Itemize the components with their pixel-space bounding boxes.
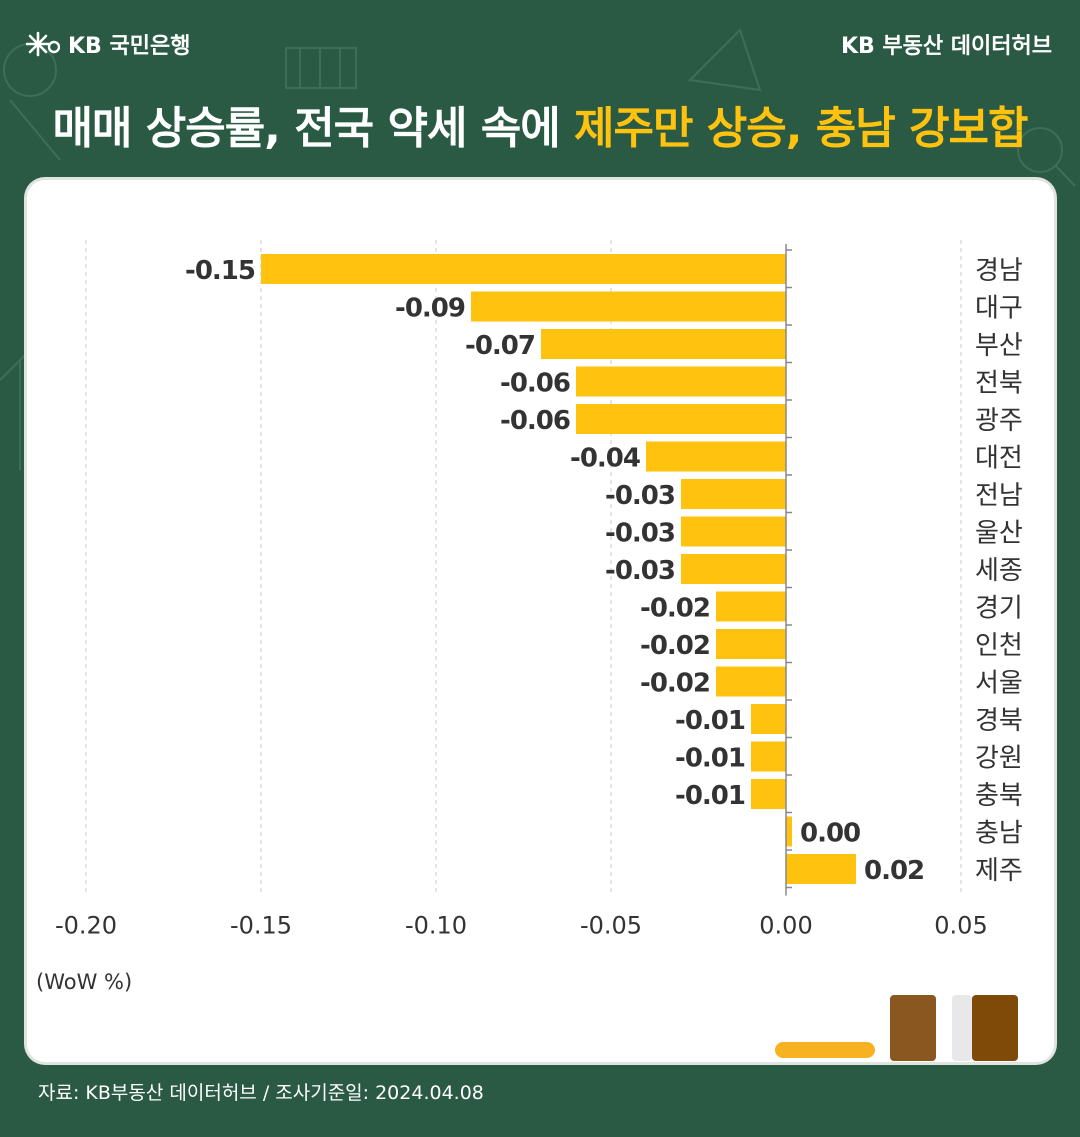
decorative-book-2 xyxy=(952,995,972,1061)
category-label: 경기 xyxy=(975,594,1023,624)
decorative-book-1 xyxy=(890,995,936,1061)
bar-9 xyxy=(681,554,786,584)
chart-card: -0.15 경남 -0.09 대구 -0.07 부산 -0.06 전북 -0.06 광주 -0.04… xyxy=(27,180,1054,1062)
kb-bank-logo: KB 국민은행 xyxy=(26,28,190,60)
category-label: 충남 xyxy=(975,819,1023,849)
bar-13 xyxy=(751,704,786,734)
category-label: 강원 xyxy=(975,744,1023,774)
title-prefix: 매매 상승률, 전국 약세 속에 xyxy=(52,103,575,154)
x-tick-label: -0.20 xyxy=(55,912,117,940)
kb-star-icon xyxy=(26,31,60,57)
category-label: 대구 xyxy=(975,294,1023,324)
value-label: -0.02 xyxy=(640,631,710,661)
x-tick-label: -0.10 xyxy=(405,912,467,940)
value-label: -0.03 xyxy=(605,481,675,511)
bar-3 xyxy=(541,329,786,359)
category-label: 전북 xyxy=(975,369,1023,399)
category-label: 부산 xyxy=(975,331,1023,361)
bar-15 xyxy=(751,779,786,809)
category-label: 전남 xyxy=(975,481,1023,511)
decorative-pill xyxy=(775,1042,875,1058)
value-label: -0.06 xyxy=(500,369,570,399)
bar-8 xyxy=(681,516,786,547)
source-note: 자료: KB부동산 데이터허브 / 조사기준일: 2024.04.08 xyxy=(38,1082,484,1104)
value-label: -0.07 xyxy=(465,331,535,361)
value-label: -0.01 xyxy=(675,781,745,811)
value-label: -0.02 xyxy=(640,594,710,624)
bank-name: KB 국민은행 xyxy=(68,34,191,59)
value-label: -0.06 xyxy=(500,406,570,436)
bar-14 xyxy=(751,741,786,772)
value-label: -0.01 xyxy=(675,706,745,736)
bar-12 xyxy=(716,666,786,697)
category-label: 광주 xyxy=(975,406,1023,436)
category-label: 경남 xyxy=(975,256,1023,286)
x-tick-label: -0.15 xyxy=(230,912,292,940)
category-label: 충북 xyxy=(975,781,1023,811)
x-tick-label: 0.00 xyxy=(759,912,812,940)
x-tick-label: -0.05 xyxy=(580,912,642,940)
bar-1 xyxy=(261,254,786,284)
category-label: 울산 xyxy=(975,519,1023,549)
value-label: -0.02 xyxy=(640,669,710,699)
bar-11 xyxy=(716,629,786,659)
title-highlight: 제주만 상승, 충남 강보합 xyxy=(574,103,1028,154)
category-label: 서울 xyxy=(975,669,1023,699)
bar-7 xyxy=(681,479,786,509)
value-label: 0.02 xyxy=(864,856,924,886)
bar-2 xyxy=(471,291,786,322)
value-label: -0.09 xyxy=(395,294,465,324)
source-brand: KB 부동산 데이터허브 xyxy=(840,34,1052,59)
value-label: -0.15 xyxy=(185,256,255,286)
category-label: 세종 xyxy=(975,556,1023,586)
value-label: -0.04 xyxy=(570,444,640,474)
bar-4 xyxy=(576,366,786,397)
value-label: -0.03 xyxy=(605,519,675,549)
decorative-book-3 xyxy=(972,995,1018,1061)
bar-chart: -0.15 경남 -0.09 대구 -0.07 부산 -0.06 전북 -0.06 광주 -0.04… xyxy=(55,240,1023,940)
bar-17 xyxy=(786,854,856,884)
bar-6 xyxy=(646,441,786,472)
category-label: 제주 xyxy=(975,856,1023,886)
category-label: 대전 xyxy=(975,444,1023,474)
bar-16 xyxy=(786,816,792,847)
value-label: -0.01 xyxy=(675,744,745,774)
bar-5 xyxy=(576,404,786,434)
value-label: -0.03 xyxy=(605,556,675,586)
category-label: 인천 xyxy=(975,631,1023,661)
x-tick-label: 0.05 xyxy=(934,912,987,940)
bar-10 xyxy=(716,591,786,622)
page-title: 매매 상승률, 전국 약세 속에 제주만 상승, 충남 강보합 xyxy=(0,92,1080,156)
value-label: 0.00 xyxy=(800,819,860,849)
category-label: 경북 xyxy=(975,706,1023,736)
unit-label: (WoW %) xyxy=(36,970,133,994)
